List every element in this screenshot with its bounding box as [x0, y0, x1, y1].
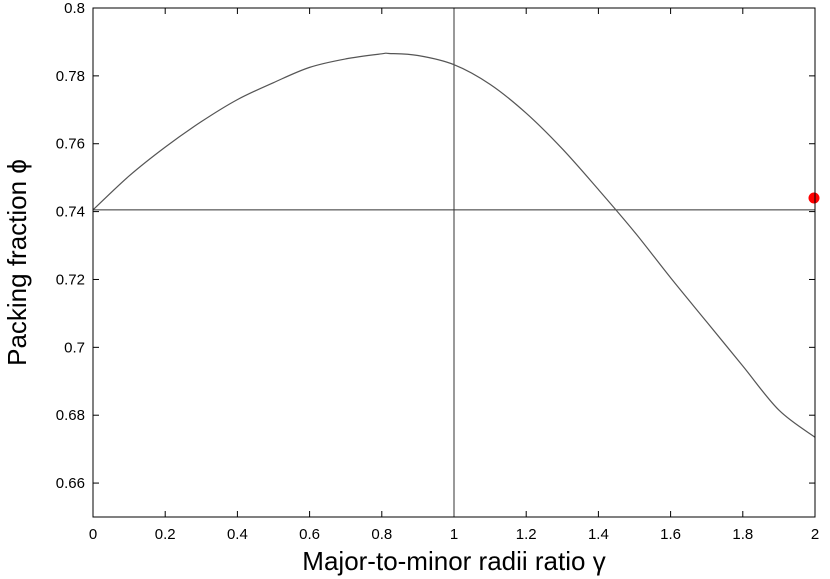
y-tick-label: 0.68: [56, 407, 85, 424]
y-tick-labels: 0.66 0.68 0.7 0.72 0.74 0.76 0.78 0.8: [56, 0, 85, 492]
y-tick-label: 0.76: [56, 136, 85, 153]
x-axis-label: Major-to-minor radii ratio γ: [302, 546, 605, 576]
data-point-marker: [808, 192, 820, 204]
x-tick-label: 1.4: [588, 526, 609, 543]
y-tick-label: 0.78: [56, 68, 85, 85]
marker-layer: [808, 192, 820, 204]
x-tick-label: 1.2: [516, 526, 537, 543]
y-tick-label: 0.8: [64, 0, 85, 17]
x-tick-label: 1.6: [660, 526, 681, 543]
series-layer: [92, 52, 816, 438]
x-tick-labels: 0 0.2 0.4 0.6 0.8 1 1.2 1.4 1.6 1.8 2: [89, 526, 819, 543]
y-tick-label: 0.7: [64, 339, 85, 356]
y-tick-label: 0.72: [56, 271, 85, 288]
series-line-0: [92, 52, 816, 438]
y-tick-label: 0.66: [56, 475, 85, 492]
y-tick-label: 0.74: [56, 204, 85, 221]
x-tick-label: 0.8: [371, 526, 392, 543]
plot-frame: [92, 7, 816, 518]
x-tick-label: 1: [450, 526, 458, 543]
x-tick-label: 1.8: [732, 526, 753, 543]
reference-lines: [93, 8, 815, 517]
x-tick-label: 0.6: [299, 526, 320, 543]
x-tick-label: 2: [811, 526, 819, 543]
x-tick-label: 0: [89, 526, 97, 543]
x-tick-label: 0.4: [227, 526, 248, 543]
y-axis-label: Packing fraction ϕ: [2, 159, 32, 366]
x-tick-label: 0.2: [155, 526, 176, 543]
